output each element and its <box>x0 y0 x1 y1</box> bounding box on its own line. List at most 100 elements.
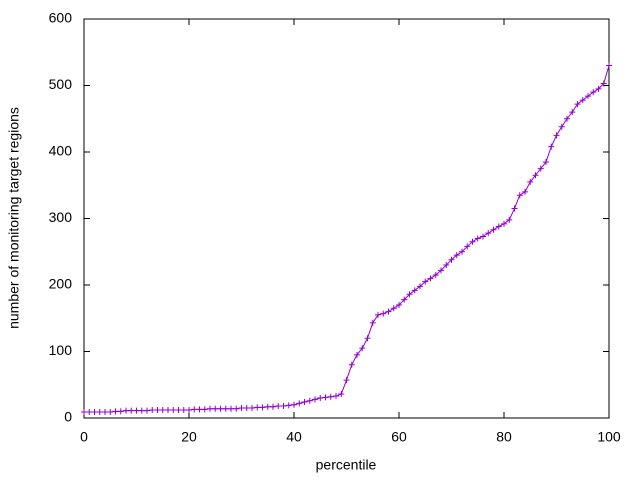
data-point <box>606 62 612 69</box>
data-point <box>228 405 234 412</box>
data-point <box>285 402 292 409</box>
data-point <box>443 262 450 269</box>
x-tick-label: 20 <box>181 429 197 445</box>
data-point <box>175 407 182 414</box>
data-point <box>480 233 486 240</box>
x-tick-label: 0 <box>80 429 88 445</box>
data-point <box>301 399 308 406</box>
data-point <box>264 403 271 410</box>
data-point <box>574 101 581 108</box>
data-point <box>275 403 282 410</box>
data-point <box>422 278 429 285</box>
data-point <box>364 335 371 342</box>
data-point <box>233 405 240 412</box>
y-tick-label: 600 <box>49 10 73 26</box>
data-point <box>595 85 602 92</box>
data-point <box>201 406 208 413</box>
data-point <box>495 223 502 230</box>
data-point <box>553 132 560 139</box>
data-point <box>522 188 528 195</box>
y-axis-label: number of monitoring target regions <box>6 107 22 329</box>
data-point <box>196 406 203 413</box>
y-tick-label: 200 <box>49 276 73 292</box>
data-point <box>448 256 455 263</box>
data-point <box>558 123 565 130</box>
data-point <box>532 172 539 179</box>
data-point <box>385 308 392 315</box>
y-tick-label: 0 <box>64 409 72 425</box>
data-point <box>180 407 187 414</box>
data-point <box>186 407 192 414</box>
data-point <box>322 394 329 401</box>
data-point <box>86 409 93 416</box>
data-point <box>527 178 534 185</box>
data-point <box>254 404 261 411</box>
data-point <box>102 409 108 416</box>
x-tick-label: 40 <box>286 429 302 445</box>
data-point <box>243 405 250 412</box>
data-point <box>217 405 224 412</box>
y-tick-label: 500 <box>49 76 73 92</box>
data-point <box>390 305 397 312</box>
data-point <box>501 220 507 227</box>
data-point <box>212 405 219 412</box>
data-point <box>291 401 297 408</box>
data-point <box>207 405 213 412</box>
data-point <box>133 407 140 414</box>
data-point <box>327 393 334 400</box>
data-point <box>338 391 345 398</box>
data-point <box>359 345 366 352</box>
data-point <box>401 296 408 303</box>
data-point <box>96 409 103 416</box>
data-point <box>159 407 166 414</box>
data-point <box>511 205 518 212</box>
data-point <box>354 351 360 358</box>
data-point <box>564 115 570 122</box>
data-point <box>406 291 413 298</box>
data-point <box>238 405 245 412</box>
data-point <box>312 396 318 403</box>
data-point <box>270 403 276 410</box>
data-point <box>469 238 476 245</box>
data-point <box>191 406 198 413</box>
data-point <box>249 405 255 412</box>
data-point <box>375 311 381 318</box>
y-tick-label: 400 <box>49 143 73 159</box>
x-tick-label: 60 <box>391 429 407 445</box>
data-point <box>600 80 607 87</box>
data-point <box>112 408 119 415</box>
data-point <box>464 243 471 250</box>
y-tick-label: 100 <box>49 342 73 358</box>
data-point <box>107 409 114 416</box>
data-point <box>432 272 439 279</box>
data-point <box>485 230 492 237</box>
data-point <box>490 226 497 233</box>
data-point <box>537 165 544 172</box>
data-point <box>459 248 465 255</box>
data-line <box>84 65 610 413</box>
data-point <box>369 319 376 326</box>
plot-frame <box>83 18 610 419</box>
data-point <box>417 283 423 290</box>
data-point <box>516 192 523 199</box>
data-point <box>154 407 161 414</box>
data-point <box>280 403 287 410</box>
data-point <box>380 310 387 317</box>
x-axis-label: percentile <box>316 457 377 473</box>
data-point <box>144 407 150 414</box>
data-point <box>222 405 229 412</box>
data-point <box>590 89 597 96</box>
data-point <box>569 109 576 116</box>
data-point <box>138 407 145 414</box>
data-point <box>259 404 266 411</box>
data-point <box>306 397 313 404</box>
data-point <box>453 252 460 259</box>
data-point <box>91 409 98 416</box>
data-point <box>128 407 135 414</box>
data-point <box>343 377 350 384</box>
data-point <box>543 158 549 165</box>
data-point <box>396 301 402 308</box>
data-point <box>149 407 156 414</box>
data-point <box>579 97 586 104</box>
